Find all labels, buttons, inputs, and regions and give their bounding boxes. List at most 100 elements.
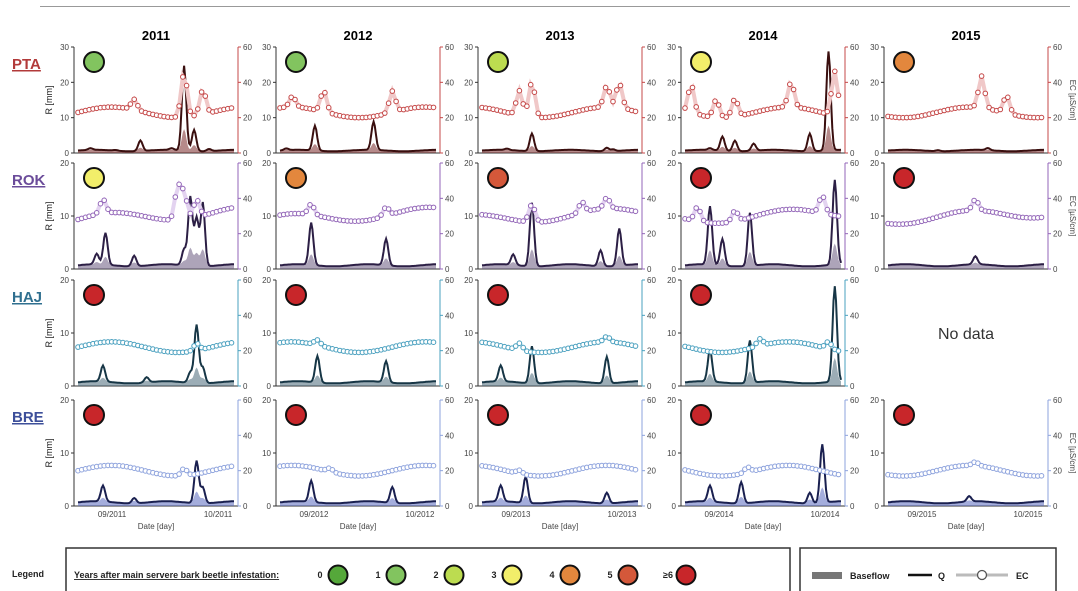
baseflow-area (78, 247, 234, 269)
baseflow-area (888, 500, 1044, 506)
ec-tick-label: 40 (243, 431, 252, 440)
ec-tick-label: 20 (243, 467, 252, 476)
ec-point (389, 88, 396, 94)
ec-tick-label: 60 (850, 396, 859, 405)
ec-point (712, 98, 718, 104)
ec-tick-label: 0 (243, 149, 248, 158)
ec-point (382, 110, 388, 116)
y-tick-label: 0 (875, 502, 880, 511)
ec-tick-label: 20 (445, 114, 454, 123)
ec-point (183, 198, 190, 204)
ec-point (599, 98, 605, 105)
year-header: 2012 (344, 28, 373, 43)
ec-tick-label: 0 (243, 502, 248, 511)
ec-point (824, 108, 831, 115)
legend-title: Years after main servere bark beetle inf… (74, 570, 279, 580)
ec-point (527, 203, 534, 209)
ec-point (1038, 214, 1045, 221)
ec-point (314, 105, 321, 111)
ec-tick-label: 40 (647, 311, 656, 320)
ec-point (180, 185, 186, 192)
ec-point (689, 213, 696, 220)
ec-point (975, 200, 981, 206)
ec-tick-label: 40 (850, 311, 859, 320)
y-axis-label: R [mm] (44, 439, 54, 468)
x-axis-label: Date [day] (948, 522, 984, 531)
ec-point (727, 216, 733, 223)
x-tick-label: 10/2015 (1014, 510, 1043, 519)
ec-tick-label: 60 (647, 276, 656, 285)
q-line (77, 65, 235, 153)
ec-tick-label: 40 (243, 78, 252, 87)
y-tick-label: 0 (267, 502, 272, 511)
ec-point (790, 86, 797, 93)
ec-point (794, 101, 801, 108)
y-tick-label: 20 (60, 159, 69, 168)
ec-point (693, 104, 700, 110)
ec-tick-label: 0 (243, 265, 248, 274)
ec-point (779, 104, 786, 110)
legend-class-marker (559, 564, 581, 586)
ec-point (1005, 94, 1011, 101)
ec-point (520, 344, 527, 351)
x-tick-label: 10/2013 (608, 510, 637, 519)
ec-point (90, 212, 96, 219)
ec-tick-label: 60 (243, 43, 252, 52)
ec-point (135, 102, 141, 109)
ec-point (176, 181, 182, 188)
ec-point (606, 197, 613, 204)
legend-box-classes (65, 547, 791, 591)
y-tick-label: 20 (464, 78, 473, 87)
ec-point (704, 113, 711, 120)
ec-point (307, 202, 313, 208)
infestation-marker (690, 284, 712, 306)
ec-tick-label: 40 (850, 431, 859, 440)
x-axis-label: Date [day] (745, 522, 781, 531)
ec-tick-label: 40 (1053, 78, 1062, 87)
ec-point (97, 200, 104, 207)
ec-point (165, 217, 171, 223)
y-tick-label: 10 (667, 329, 676, 338)
q-line (481, 473, 638, 505)
ec-tick-label: 0 (445, 149, 450, 158)
y-tick-label: 20 (262, 159, 271, 168)
y-tick-label: 20 (60, 396, 69, 405)
ec-point (1001, 97, 1007, 103)
ec-point (971, 102, 977, 109)
infestation-marker (285, 51, 307, 73)
legend-class-label: 1 (375, 570, 380, 580)
infestation-marker (487, 284, 509, 306)
x-tick-label: 10/2014 (811, 510, 840, 519)
legend-label: Legend (12, 569, 44, 579)
ec-point (576, 203, 583, 209)
baseflow-area (280, 254, 436, 269)
ec-tick-label: 40 (445, 431, 454, 440)
ec-point (183, 82, 190, 89)
ec-tick-label: 0 (850, 149, 855, 158)
x-tick-label: 10/2011 (204, 510, 233, 519)
ec-point (580, 199, 586, 206)
y-tick-label: 0 (65, 149, 70, 158)
y-axis-label: R [mm] (44, 86, 54, 115)
ec-point (105, 206, 111, 212)
legend-class-label: 0 (317, 570, 322, 580)
ec-point (599, 203, 605, 209)
no-data-label: No data (938, 326, 994, 343)
x-axis-label: Date [day] (340, 522, 376, 531)
legend-ec-label: EC (1016, 571, 1029, 581)
ec-point (820, 194, 827, 201)
ec-tick-label: 60 (850, 276, 859, 285)
ec-point (318, 93, 325, 99)
ec-tick-label: 40 (647, 78, 656, 87)
ec-point (689, 84, 696, 91)
ec-point (997, 106, 1004, 113)
ec-tick-label: 60 (445, 396, 454, 405)
ec-tick-label: 60 (1053, 159, 1062, 168)
ec-point (202, 93, 209, 99)
ec-point (828, 91, 834, 97)
ec-point (176, 471, 182, 477)
ec-tick-label: 40 (445, 194, 454, 203)
ec-tick-label: 60 (445, 276, 454, 285)
infestation-marker (285, 167, 307, 189)
ec-point (329, 467, 336, 473)
